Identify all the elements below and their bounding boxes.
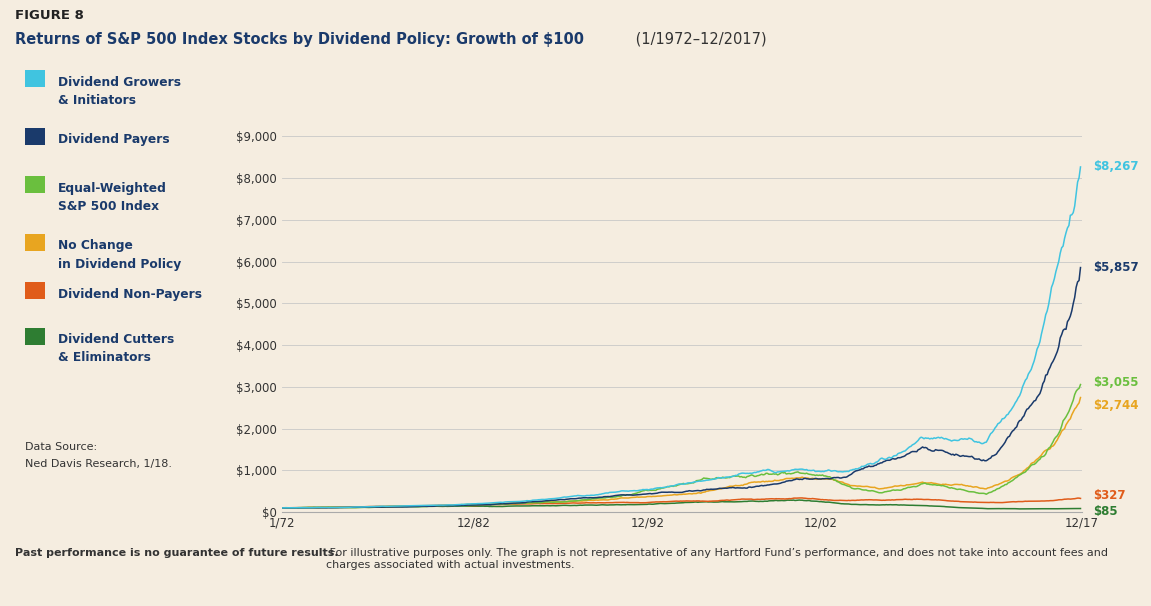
Text: Past performance is no guarantee of future results.: Past performance is no guarantee of futu… [15,548,338,559]
Text: S&P 500 Index: S&P 500 Index [58,200,159,213]
Text: Dividend Payers: Dividend Payers [58,133,169,146]
Text: No Change: No Change [58,239,132,252]
Text: $327: $327 [1093,488,1126,502]
Text: FIGURE 8: FIGURE 8 [15,9,84,22]
Text: $8,267: $8,267 [1093,161,1139,173]
Text: Dividend Cutters: Dividend Cutters [58,333,174,346]
Text: $5,857: $5,857 [1093,261,1139,274]
Text: $2,744: $2,744 [1093,399,1139,412]
Text: & Eliminators: & Eliminators [58,351,151,364]
Text: Returns of S&P 500 Index Stocks by Dividend Policy: Growth of $100: Returns of S&P 500 Index Stocks by Divid… [15,32,584,47]
Text: Dividend Growers: Dividend Growers [58,76,181,88]
Text: For illustrative purposes only. The graph is not representative of any Hartford : For illustrative purposes only. The grap… [326,548,1107,570]
Text: $3,055: $3,055 [1093,376,1139,389]
Text: Dividend Non-Payers: Dividend Non-Payers [58,288,201,301]
Text: $85: $85 [1093,505,1118,518]
Text: in Dividend Policy: in Dividend Policy [58,258,181,270]
Text: Data Source:: Data Source: [25,442,98,453]
Text: Ned Davis Research, 1/18.: Ned Davis Research, 1/18. [25,459,173,470]
Text: (1/1972–12/2017): (1/1972–12/2017) [631,32,767,47]
Text: Equal-Weighted: Equal-Weighted [58,182,167,195]
Text: & Initiators: & Initiators [58,94,136,107]
